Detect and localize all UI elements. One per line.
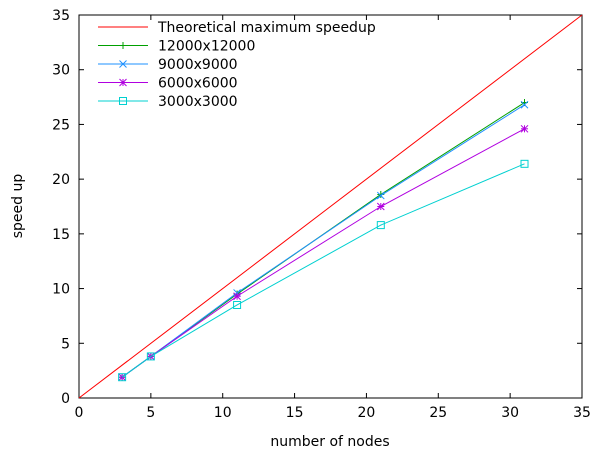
x-tick-label: 5: [146, 405, 155, 421]
series-3000x3000: [118, 159, 529, 382]
x-tick-label: 35: [573, 405, 591, 421]
y-tick-labels: 0 5 10 15 20 25 30 35: [52, 8, 70, 407]
legend-label: Theoretical maximum speedup: [157, 20, 376, 36]
y-tick-label: 25: [52, 117, 70, 133]
y-tick-label: 5: [61, 336, 70, 352]
series-line: [78, 14, 583, 399]
legend: Theoretical maximum speedup 12000x12000 90…: [98, 20, 376, 110]
data-point: [118, 373, 127, 382]
y-tick-label: 35: [52, 8, 70, 24]
series-Theoretical maximum speedup: [78, 14, 583, 399]
data-point: [376, 221, 385, 230]
x-tick-label: 10: [214, 405, 232, 421]
data-point: [376, 202, 385, 211]
data-point: [119, 97, 127, 105]
x-tick-label: 0: [75, 405, 84, 421]
data-point: [520, 100, 529, 109]
data-point: [119, 78, 127, 87]
series-layer: [78, 14, 583, 399]
legend-entry: 9000x9000: [98, 57, 238, 73]
series-line: [121, 128, 525, 378]
x-tick-label: 20: [358, 405, 376, 421]
data-point: [146, 352, 155, 361]
data-point: [233, 292, 241, 301]
y-axis-label: speed up: [10, 174, 26, 239]
x-tick-label: 30: [501, 405, 519, 421]
data-point: [119, 42, 127, 49]
legend-entry: 3000x3000: [98, 94, 238, 110]
legend-entry: Theoretical maximum speedup: [98, 20, 376, 36]
series-line: [121, 163, 525, 378]
legend-label: 9000x9000: [158, 57, 238, 73]
series-line: [121, 102, 525, 378]
axis-ticks: [78, 14, 583, 399]
data-point: [119, 60, 127, 68]
plot-frame: [78, 14, 583, 399]
series-line: [121, 104, 525, 378]
data-point: [233, 300, 242, 309]
y-tick-label: 20: [52, 172, 70, 188]
y-tick-label: 0: [61, 391, 70, 407]
legend-label: 6000x6000: [158, 76, 238, 92]
data-point: [520, 159, 529, 168]
x-axis-label: number of nodes: [270, 434, 389, 450]
legend-label: 12000x12000: [158, 39, 255, 55]
y-tick-label: 15: [52, 227, 70, 243]
x-tick-label: 15: [286, 405, 304, 421]
data-point: [520, 124, 529, 133]
series-6000x6000: [118, 124, 529, 382]
x-tick-labels: 0 5 10 15 20 25 30 35: [75, 405, 591, 421]
x-tick-label: 25: [429, 405, 447, 421]
y-tick-label: 30: [52, 63, 70, 79]
y-tick-label: 10: [52, 282, 70, 298]
legend-entry: 12000x12000: [98, 39, 255, 55]
legend-label: 3000x3000: [158, 94, 238, 110]
data-point: [376, 191, 385, 200]
legend-entry: 6000x6000: [98, 76, 238, 92]
